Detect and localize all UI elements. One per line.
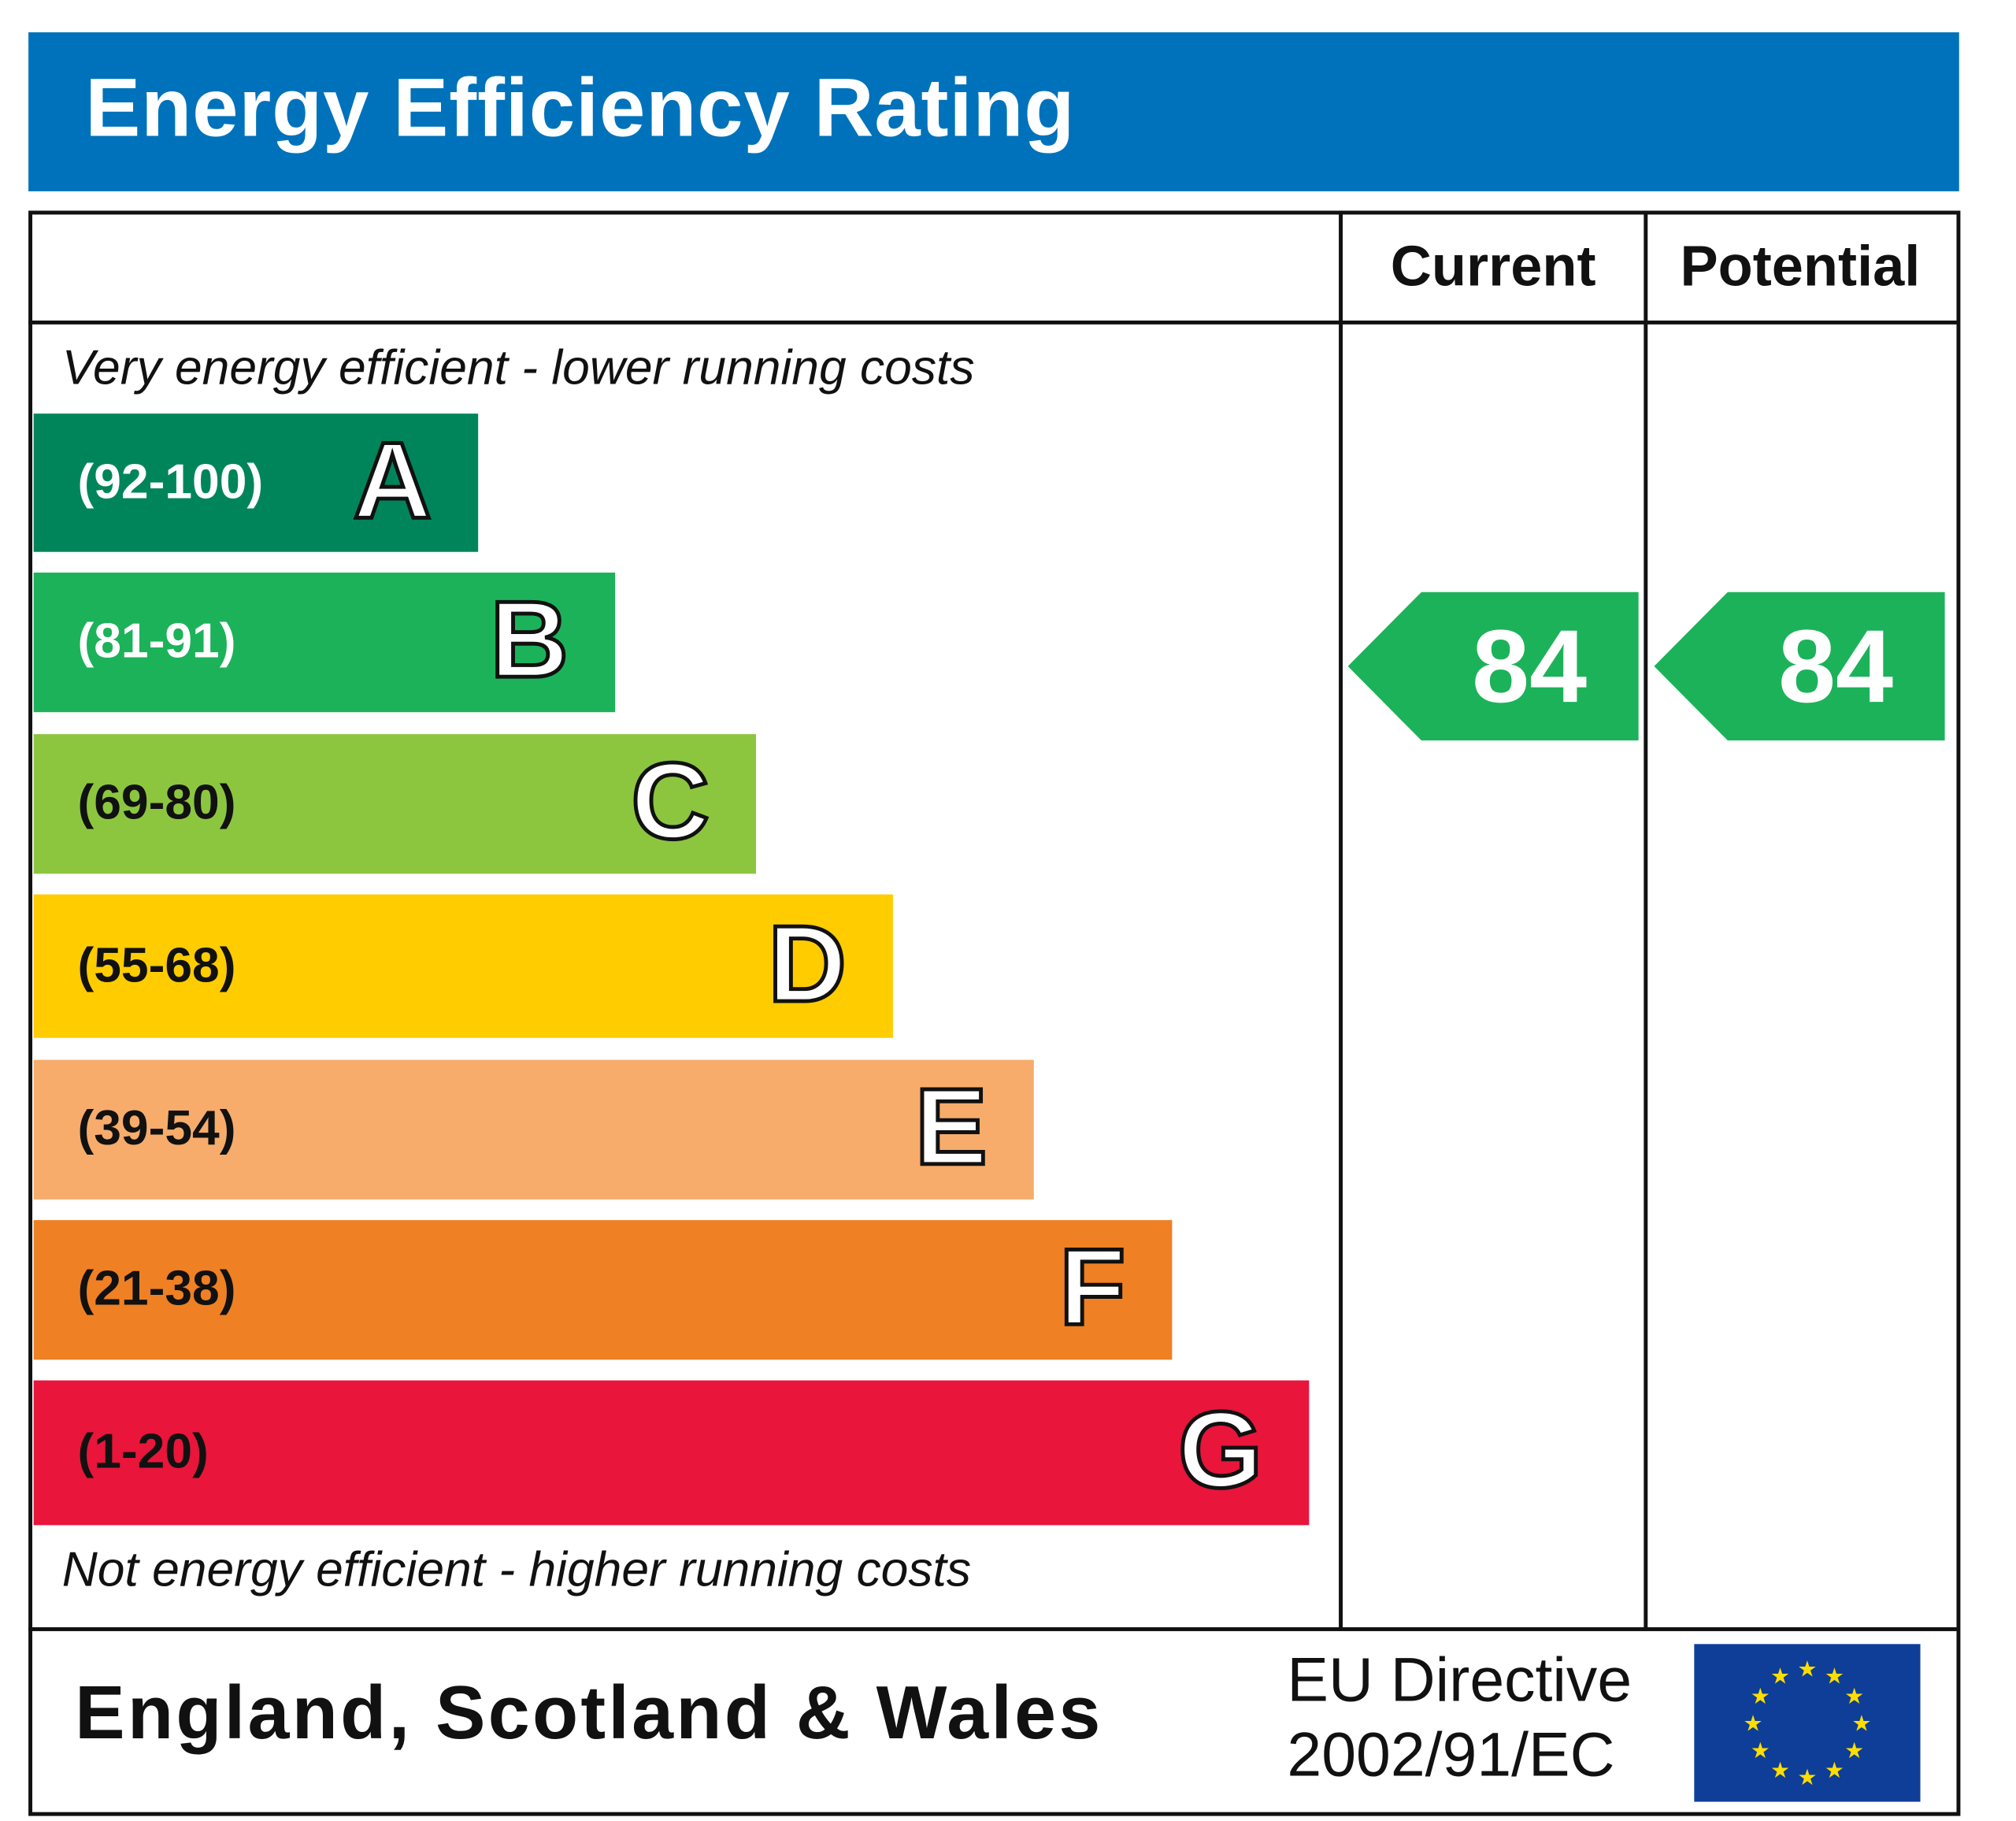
region-label: England, Scotland & Wales <box>75 1671 1103 1756</box>
divider <box>1339 210 1343 1630</box>
band-range: (92-100) <box>77 454 264 510</box>
star-icon: ★ <box>1770 1758 1790 1782</box>
divider <box>28 1627 1957 1631</box>
star-icon: ★ <box>1744 1711 1763 1735</box>
current-rating-value: 84 <box>1472 608 1588 724</box>
band-range: (1-20) <box>77 1425 209 1480</box>
band-letter: D <box>766 900 848 1025</box>
star-icon: ★ <box>1825 1758 1844 1782</box>
band-g: (1-20) G <box>33 1380 1310 1526</box>
band-range: (69-80) <box>77 776 236 831</box>
title-banner <box>28 32 1959 191</box>
band-letter: E <box>913 1064 989 1189</box>
band-letter: B <box>488 577 570 702</box>
band-range: (81-91) <box>77 614 236 669</box>
star-icon: ★ <box>1797 1656 1817 1681</box>
star-icon: ★ <box>1844 1738 1864 1763</box>
column-header-current: Current <box>1390 235 1596 299</box>
divider <box>28 320 1957 325</box>
star-icon: ★ <box>1844 1684 1864 1708</box>
band-e: (39-54) E <box>33 1059 1034 1200</box>
eu-directive: EU Directive 2002/91/EC <box>1287 1644 1632 1793</box>
band-a: (92-100) A <box>33 414 479 552</box>
band-range: (39-54) <box>77 1101 236 1156</box>
star-icon: ★ <box>1770 1664 1790 1689</box>
star-icon: ★ <box>1825 1664 1844 1689</box>
band-f: (21-38) F <box>33 1220 1173 1360</box>
potential-rating-value: 84 <box>1778 608 1894 724</box>
band-letter: A <box>351 417 433 542</box>
page-title: Energy Efficiency Rating <box>85 61 1076 154</box>
potential-rating-arrow: 84 <box>1654 592 1945 741</box>
divider <box>1644 210 1648 1630</box>
star-icon: ★ <box>1851 1711 1871 1735</box>
directive-line-1: EU Directive <box>1287 1646 1632 1715</box>
eu-flag-icon: ★ ★ ★ ★ ★ ★ ★ ★ ★ ★ ★ ★ <box>1694 1644 1921 1802</box>
rating-table <box>28 210 1961 1816</box>
column-header-potential: Potential <box>1680 235 1921 299</box>
bottom-note: Not energy efficient - higher running co… <box>61 1543 972 1598</box>
top-note: Very energy efficient - lower running co… <box>61 341 975 396</box>
band-c: (69-80) C <box>33 734 756 874</box>
band-letter: F <box>1058 1224 1128 1349</box>
current-rating-arrow: 84 <box>1347 592 1639 741</box>
band-range: (55-68) <box>77 938 236 993</box>
band-b: (81-91) B <box>33 572 616 713</box>
band-letter: C <box>629 738 711 863</box>
band-d: (55-68) D <box>33 894 893 1038</box>
star-icon: ★ <box>1797 1765 1817 1789</box>
band-letter: G <box>1177 1387 1265 1512</box>
band-range: (21-38) <box>77 1262 236 1317</box>
star-icon: ★ <box>1751 1738 1770 1763</box>
directive-line-2: 2002/91/EC <box>1287 1721 1615 1790</box>
star-icon: ★ <box>1751 1684 1770 1708</box>
